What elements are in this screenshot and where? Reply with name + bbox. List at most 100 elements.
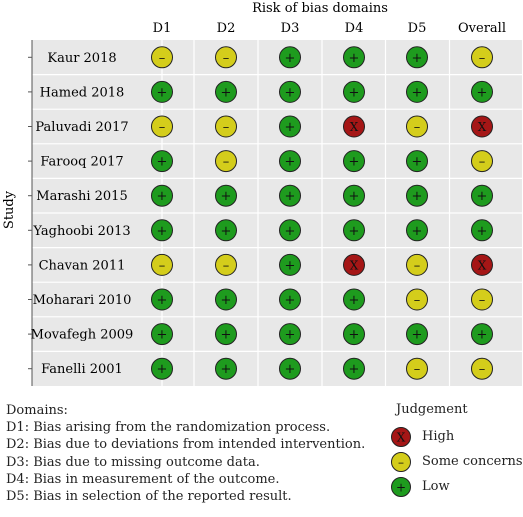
- low-risk-icon: +: [391, 477, 411, 497]
- judgement-low-circle: [279, 357, 301, 380]
- judgement-low-cell: +: [151, 184, 173, 207]
- column-header-d3: D3: [281, 21, 300, 36]
- judgement-low-glyph: +: [285, 120, 296, 135]
- judgement-some-circle: [471, 357, 493, 380]
- judgement-low-cell: +: [343, 357, 365, 380]
- svg-text:X: X: [397, 431, 406, 445]
- high-risk-icon: X: [391, 427, 411, 447]
- judgement-some-glyph: –: [414, 362, 421, 377]
- judgement-low-glyph: +: [221, 85, 232, 100]
- judgement-low-glyph: +: [412, 224, 423, 239]
- judgement-some-cell: –: [471, 357, 493, 380]
- judgement-some-glyph: –: [223, 155, 230, 170]
- column-header-d1: D1: [153, 21, 172, 36]
- study-label: Chavan 2011: [39, 258, 126, 273]
- judgement-low-circle: [279, 288, 301, 311]
- judgement-low-glyph: +: [285, 189, 296, 204]
- judgement-low-cell: +: [215, 184, 237, 207]
- judgement-high-circle: [343, 115, 365, 138]
- judgement-low-glyph: +: [285, 155, 296, 170]
- judgement-some-cell: –: [471, 46, 493, 69]
- judgement-low-cell: +: [343, 219, 365, 242]
- judgement-low-cell: +: [279, 115, 301, 138]
- judgement-low-glyph: +: [157, 189, 168, 204]
- judgement-low-cell: +: [151, 219, 173, 242]
- judgement-low-glyph: +: [285, 293, 296, 308]
- judgement-low-circle: [343, 80, 365, 103]
- judgement-some-glyph: –: [479, 293, 486, 308]
- judgement-some-glyph: –: [479, 362, 486, 377]
- judgement-low-circle: [151, 150, 173, 173]
- judgement-low-circle: [343, 323, 365, 346]
- column-header-d4: D4: [345, 21, 364, 36]
- judgement-low-cell: +: [151, 80, 173, 103]
- svg-text:+: +: [396, 481, 406, 495]
- study-label: Movafegh 2009: [31, 328, 134, 343]
- judgement-some-circle: [406, 115, 428, 138]
- judgement-low-circle: [471, 80, 493, 103]
- study-label: Moharari 2010: [33, 293, 132, 308]
- study-label: Kaur 2018: [47, 51, 116, 66]
- svg-text:–: –: [398, 456, 404, 470]
- judgement-low-circle: [406, 184, 428, 207]
- column-header-d2: D2: [217, 21, 236, 36]
- judgement-low-circle: [343, 219, 365, 242]
- judgement-low-glyph: +: [157, 328, 168, 343]
- judgement-low-glyph: +: [349, 328, 360, 343]
- judgement-low-glyph: +: [477, 85, 488, 100]
- y-axis-label: Study: [2, 190, 17, 229]
- judgement-low-glyph: +: [285, 258, 296, 273]
- judgement-some-glyph: –: [414, 258, 421, 273]
- judgement-low-circle: [343, 150, 365, 173]
- judgement-some-cell: –: [406, 357, 428, 380]
- judgement-low-circle: [151, 357, 173, 380]
- judgement-low-cell: +: [279, 150, 301, 173]
- judgement-low-glyph: +: [477, 328, 488, 343]
- legend-label-low: Low: [422, 479, 450, 494]
- judgement-low-glyph: +: [157, 293, 168, 308]
- judgement-low-cell: +: [279, 80, 301, 103]
- judgement-high-cell: X: [471, 253, 493, 276]
- judgement-high-circle: [471, 253, 493, 276]
- judgement-low-cell: +: [279, 184, 301, 207]
- judgement-low-cell: +: [406, 184, 428, 207]
- judgement-low-cell: +: [471, 184, 493, 207]
- judgement-low-circle: [215, 357, 237, 380]
- judgement-low-glyph: +: [285, 328, 296, 343]
- judgement-low-glyph: +: [157, 224, 168, 239]
- judgement-low-cell: +: [343, 323, 365, 346]
- judgement-some-cell: –: [151, 253, 173, 276]
- judgement-some-glyph: –: [159, 51, 166, 66]
- judgement-low-circle: [151, 184, 173, 207]
- judgement-some-glyph: –: [223, 51, 230, 66]
- judgement-low-cell: +: [343, 150, 365, 173]
- judgement-low-circle: [151, 80, 173, 103]
- some-concerns-icon: –: [391, 452, 411, 472]
- judgement-low-circle: [151, 323, 173, 346]
- judgement-some-glyph: –: [159, 120, 166, 135]
- judgement-some-glyph: –: [223, 120, 230, 135]
- judgement-some-glyph: –: [159, 258, 166, 273]
- judgement-low-cell: +: [279, 253, 301, 276]
- judgement-low-circle: [343, 46, 365, 69]
- judgement-high-circle: [343, 253, 365, 276]
- judgement-low-glyph: +: [349, 85, 360, 100]
- judgement-low-cell: +: [279, 219, 301, 242]
- judgement-low-circle: [279, 150, 301, 173]
- judgement-some-circle: [215, 150, 237, 173]
- judgement-low-circle: [215, 288, 237, 311]
- judgement-low-circle: [151, 288, 173, 311]
- judgement-some-cell: –: [406, 288, 428, 311]
- judgement-low-circle: [215, 219, 237, 242]
- judgement-low-glyph: +: [349, 293, 360, 308]
- judgement-low-circle: [406, 323, 428, 346]
- judgement-low-cell: +: [343, 80, 365, 103]
- judgement-low-cell: +: [151, 323, 173, 346]
- judgement-low-circle: [406, 150, 428, 173]
- risk-of-bias-grid: Risk of bias domains Study D1 D2 D3 D4 D5 Ove…: [2, 1, 522, 386]
- legend-label-high: High: [422, 429, 455, 444]
- judgement-low-cell: +: [215, 323, 237, 346]
- column-header-overall: Overall: [458, 21, 506, 36]
- judgement-high-glyph: X: [350, 258, 359, 272]
- judgement-low-cell: +: [343, 184, 365, 207]
